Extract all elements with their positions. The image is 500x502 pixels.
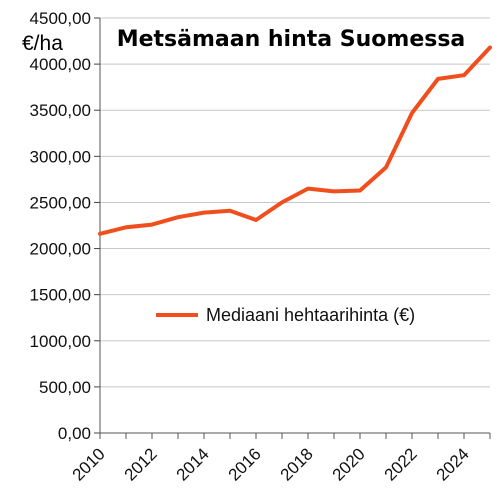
x-tick-label: 2010 (69, 444, 109, 484)
y-axis-ticks: 0,00 500,00 1000,00 1500,00 2000,00 2500,00 30… (30, 9, 100, 443)
y-tick-label: 3500,00 (30, 101, 91, 120)
x-tick-label: 2018 (277, 444, 317, 484)
x-axis-ticks: 2010 2012 2014 2016 2018 2020 2022 2024 (69, 433, 491, 485)
y-tick-label: 2000,00 (30, 240, 91, 259)
x-tick-label: 2016 (225, 444, 265, 484)
x-tick-label: 2024 (433, 444, 473, 484)
y-tick-label: 1000,00 (30, 332, 91, 351)
gridlines (100, 17, 490, 388)
x-tick-label: 2020 (329, 444, 369, 484)
series-group (98, 45, 492, 236)
y-tick-label: 3000,00 (30, 147, 91, 166)
x-tick-label: 2012 (121, 444, 161, 484)
y-tick-label: 4500,00 (30, 9, 91, 28)
legend-label: Mediaani hehtaarihinta (€) (206, 305, 415, 325)
legend: Mediaani hehtaarihinta (€) (156, 305, 415, 325)
y-axis-unit-label: €/ha (22, 32, 63, 55)
chart-title: Metsämaan hinta Suomessa (117, 27, 466, 52)
series-line (98, 45, 492, 236)
y-tick-label: 1500,00 (30, 286, 91, 305)
x-tick-label: 2014 (173, 444, 213, 484)
y-tick-label: 4000,00 (30, 55, 91, 74)
y-tick-label: 0,00 (58, 424, 91, 443)
axes (99, 18, 490, 434)
x-tick-label: 2022 (381, 444, 421, 484)
y-tick-label: 500,00 (39, 378, 91, 397)
y-tick-label: 2500,00 (30, 193, 91, 212)
